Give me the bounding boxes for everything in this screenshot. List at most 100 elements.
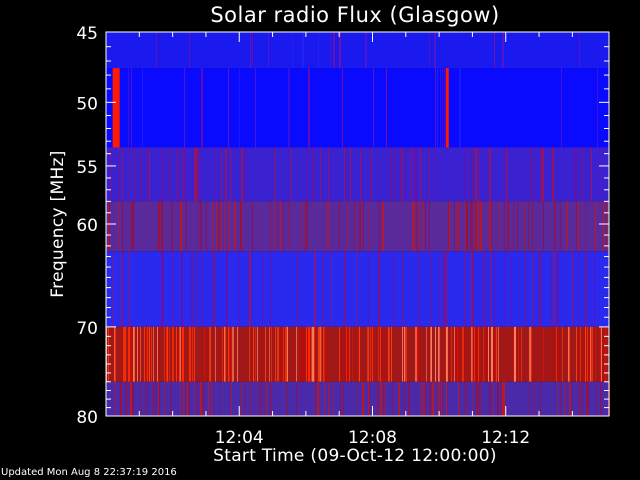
flux-streak (315, 381, 316, 416)
flux-streak (159, 381, 160, 416)
flux-streak (285, 326, 286, 382)
flux-streak (206, 201, 207, 252)
flux-streak (176, 147, 177, 202)
flux-streak (585, 251, 586, 327)
flux-streak (494, 326, 495, 382)
flux-streak (180, 201, 182, 252)
flux-streak (225, 147, 226, 202)
flux-streak (529, 326, 531, 382)
flux-streak (513, 326, 514, 382)
flux-streak (189, 32, 190, 69)
flux-streak (231, 381, 232, 416)
flux-streak (283, 326, 284, 382)
flux-streak (242, 147, 243, 202)
frequency-band-0 (106, 32, 609, 69)
flux-streak (484, 251, 485, 327)
flux-streak (475, 147, 477, 202)
band-fill (106, 381, 609, 416)
flux-streak (474, 326, 475, 382)
flux-streak (131, 68, 132, 148)
y-tick-label: 55 (76, 158, 98, 178)
flux-streak (331, 251, 332, 327)
flux-streak (291, 147, 292, 202)
flux-streak (320, 147, 321, 202)
flux-streak (125, 381, 126, 416)
flux-streak (378, 381, 379, 416)
flux-streak (471, 201, 473, 252)
flux-streak (140, 326, 141, 382)
flux-streak (438, 381, 440, 416)
flux-streak (306, 147, 307, 202)
flux-streak (480, 381, 481, 416)
flux-streak (594, 251, 595, 327)
flux-streak (368, 326, 369, 382)
flux-streak (444, 68, 445, 148)
flux-streak (109, 201, 110, 252)
flux-streak (454, 201, 455, 252)
flux-streak (597, 68, 598, 148)
flux-streak (435, 147, 436, 202)
flux-streak (171, 201, 172, 252)
flux-streak (198, 201, 199, 252)
flux-streak (214, 251, 215, 327)
frequency-band-6 (106, 381, 610, 416)
flux-streak (185, 381, 186, 416)
flux-streak (576, 326, 577, 382)
flux-streak (118, 201, 119, 252)
flux-streak (552, 326, 553, 382)
flux-streak (428, 326, 429, 382)
flux-streak (123, 326, 125, 382)
flux-streak (504, 251, 505, 327)
flux-streak (318, 326, 320, 382)
flux-streak (212, 201, 213, 252)
flux-streak (146, 147, 147, 202)
flux-streak (344, 147, 345, 202)
flux-streak (488, 326, 489, 382)
flux-streak (180, 326, 181, 382)
flux-streak (130, 326, 131, 382)
flux-streak (356, 381, 357, 416)
flux-streak (194, 381, 195, 416)
flux-streak (497, 381, 499, 416)
flux-streak (120, 251, 121, 327)
flux-streak (108, 201, 109, 252)
flux-streak (421, 381, 422, 416)
flux-streak (202, 381, 203, 416)
flux-streak (388, 326, 389, 382)
flux-streak (411, 147, 412, 202)
flux-streak (277, 326, 279, 382)
flux-streak (435, 68, 436, 148)
flux-streak (197, 381, 198, 416)
flux-streak (356, 251, 357, 327)
flux-streak (197, 251, 198, 327)
flux-streak (275, 326, 276, 382)
flux-streak (173, 251, 174, 327)
flux-streak (576, 201, 577, 252)
flux-streak (484, 326, 485, 382)
flux-streak (454, 326, 455, 382)
flux-streak (423, 381, 425, 416)
flux-streak (231, 326, 232, 382)
flux-streak (372, 326, 373, 382)
flux-streak (402, 326, 403, 382)
flux-streak (302, 326, 304, 382)
flux-streak (330, 32, 331, 69)
flux-streak (326, 326, 327, 382)
flux-streak (472, 381, 473, 416)
flux-streak (241, 381, 242, 416)
flux-streak (347, 201, 348, 252)
flux-streak (502, 32, 504, 69)
flux-streak (596, 381, 597, 416)
flux-streak (562, 326, 563, 382)
flux-streak (197, 147, 199, 202)
flux-streak (333, 32, 335, 69)
flux-streak (507, 326, 508, 382)
flux-streak (350, 147, 351, 202)
flux-streak (157, 326, 158, 382)
flux-streak (507, 201, 509, 252)
flux-streak (163, 251, 164, 327)
flux-streak (289, 201, 290, 252)
flux-streak (151, 326, 152, 382)
flux-streak (176, 326, 177, 382)
flux-streak (412, 201, 413, 252)
